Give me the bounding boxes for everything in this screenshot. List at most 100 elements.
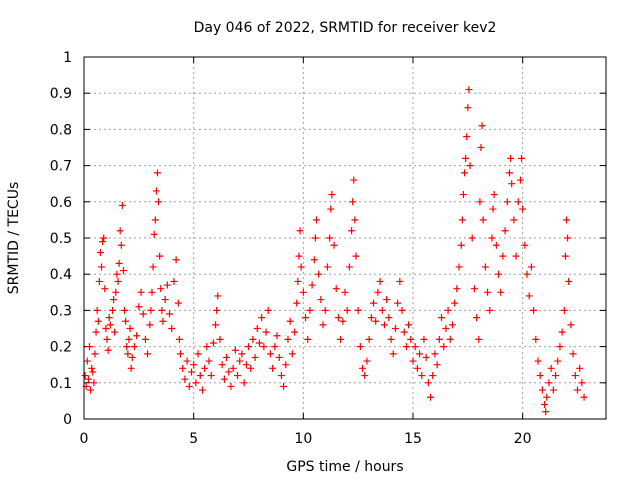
data-point bbox=[365, 335, 373, 343]
data-point bbox=[308, 281, 316, 289]
data-point bbox=[207, 372, 215, 380]
data-point bbox=[514, 198, 522, 206]
data-point bbox=[92, 328, 100, 336]
data-point bbox=[398, 306, 406, 314]
data-point bbox=[349, 198, 357, 206]
data-point bbox=[294, 277, 302, 285]
data-point bbox=[179, 364, 187, 372]
data-point bbox=[488, 234, 496, 242]
data-point bbox=[370, 299, 378, 307]
plot-frame bbox=[83, 56, 607, 420]
data-point bbox=[194, 350, 202, 358]
data-point bbox=[409, 357, 417, 365]
data-point bbox=[113, 270, 121, 278]
data-point bbox=[190, 361, 198, 369]
data-point bbox=[128, 353, 136, 361]
data-point bbox=[383, 296, 391, 304]
data-point bbox=[282, 361, 290, 369]
data-point bbox=[327, 205, 335, 213]
data-point bbox=[389, 350, 397, 358]
data-point bbox=[205, 357, 213, 365]
data-point bbox=[507, 154, 515, 162]
data-point bbox=[161, 296, 169, 304]
data-point bbox=[462, 154, 470, 162]
data-point bbox=[407, 335, 415, 343]
data-point bbox=[130, 343, 138, 351]
data-point bbox=[350, 176, 358, 184]
data-point bbox=[299, 288, 307, 296]
data-point bbox=[310, 256, 318, 264]
data-point bbox=[516, 176, 524, 184]
data-point bbox=[418, 372, 426, 380]
data-point bbox=[405, 321, 413, 329]
data-point bbox=[223, 353, 231, 361]
data-point bbox=[95, 277, 103, 285]
data-point bbox=[451, 299, 459, 307]
data-point bbox=[416, 350, 424, 358]
data-point bbox=[573, 386, 581, 394]
data-point bbox=[542, 408, 550, 416]
y-tick-label: 0.5 bbox=[50, 231, 72, 247]
data-point bbox=[468, 234, 476, 242]
data-point bbox=[541, 401, 549, 409]
data-point bbox=[123, 343, 131, 351]
data-point bbox=[476, 198, 484, 206]
data-point bbox=[374, 288, 382, 296]
y-tick-label: 0.4 bbox=[50, 267, 72, 283]
data-point bbox=[175, 335, 183, 343]
data-point bbox=[247, 364, 255, 372]
data-point bbox=[96, 248, 104, 256]
data-point bbox=[89, 368, 97, 376]
data-point bbox=[348, 227, 356, 235]
data-point bbox=[155, 198, 163, 206]
data-point bbox=[273, 332, 281, 340]
data-point bbox=[91, 350, 99, 358]
y-tick-label: 0.7 bbox=[50, 159, 72, 175]
data-point bbox=[275, 353, 283, 361]
data-point bbox=[499, 252, 507, 260]
data-point bbox=[503, 198, 511, 206]
data-point bbox=[543, 393, 551, 401]
data-point bbox=[354, 306, 362, 314]
data-point bbox=[185, 382, 193, 390]
data-point bbox=[578, 379, 586, 387]
data-point bbox=[135, 303, 143, 311]
data-point bbox=[501, 227, 509, 235]
data-point bbox=[337, 335, 345, 343]
data-point bbox=[88, 364, 96, 372]
data-point bbox=[372, 317, 380, 325]
data-point bbox=[326, 234, 334, 242]
data-point bbox=[495, 270, 503, 278]
data-point bbox=[486, 306, 494, 314]
x-axis-label: GPS time / hours bbox=[286, 459, 403, 475]
data-point bbox=[481, 263, 489, 271]
data-point bbox=[269, 364, 277, 372]
data-point bbox=[266, 350, 274, 358]
data-point bbox=[558, 328, 566, 336]
data-point bbox=[565, 277, 573, 285]
data-point bbox=[181, 375, 189, 383]
data-point bbox=[332, 285, 340, 293]
data-point bbox=[296, 227, 304, 235]
data-point bbox=[94, 317, 102, 325]
data-point bbox=[478, 122, 486, 130]
data-point bbox=[453, 285, 461, 293]
data-point bbox=[111, 328, 119, 336]
data-point bbox=[564, 234, 572, 242]
data-point bbox=[297, 263, 305, 271]
data-point bbox=[253, 325, 261, 332]
data-point bbox=[144, 350, 152, 358]
data-point bbox=[433, 361, 441, 369]
x-tick-label: 15 bbox=[404, 431, 422, 447]
data-point bbox=[234, 372, 242, 380]
data-point bbox=[93, 306, 101, 314]
data-point bbox=[238, 350, 246, 358]
data-point bbox=[518, 154, 526, 162]
data-point bbox=[84, 375, 92, 383]
data-point bbox=[315, 270, 323, 278]
data-point bbox=[101, 285, 109, 293]
data-point bbox=[225, 368, 233, 376]
data-point bbox=[122, 317, 130, 325]
data-point bbox=[260, 343, 268, 351]
